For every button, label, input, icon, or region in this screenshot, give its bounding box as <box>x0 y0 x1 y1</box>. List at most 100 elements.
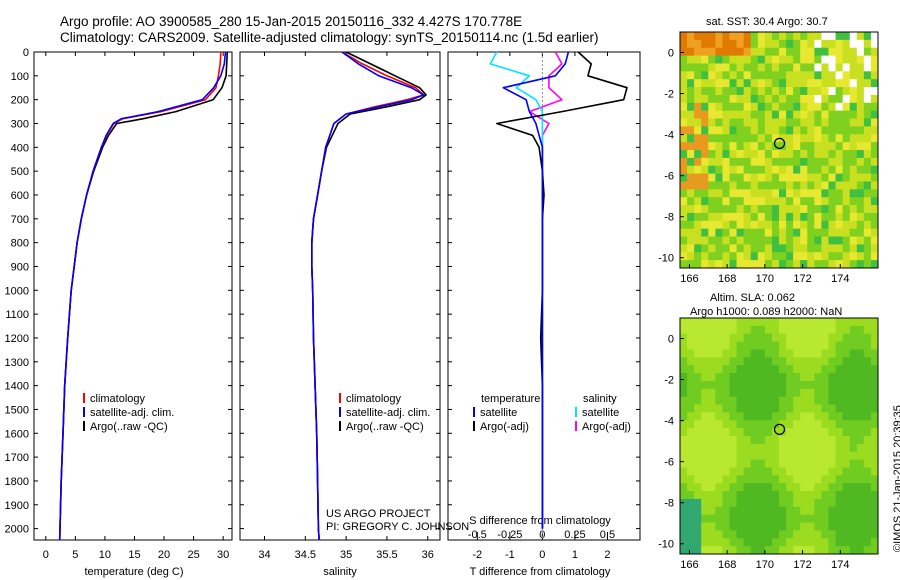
map-cell <box>856 514 865 523</box>
map-cell <box>687 189 695 198</box>
map-cell <box>870 220 879 230</box>
map-cell <box>800 325 808 335</box>
map-cell <box>757 79 766 88</box>
map-cell <box>814 514 822 523</box>
map-cell <box>708 87 716 96</box>
map-cell <box>680 546 688 555</box>
map-cell <box>764 506 773 516</box>
map-cell <box>708 451 716 460</box>
map-cell <box>779 260 787 269</box>
map-cell <box>694 32 702 41</box>
map-cell <box>701 546 709 555</box>
map-cell <box>750 150 759 159</box>
map-cell <box>750 506 759 516</box>
map-cell <box>736 373 745 382</box>
map-cell <box>715 538 723 547</box>
map-cell <box>701 365 709 374</box>
map-cell <box>764 373 773 382</box>
map-cell <box>764 380 773 390</box>
map-cell <box>708 173 716 182</box>
map-cell <box>771 228 780 237</box>
map-cell <box>701 506 709 516</box>
map-cell <box>750 530 759 539</box>
map-cell <box>814 181 822 190</box>
map-cell <box>779 71 787 80</box>
map-cell <box>694 443 702 453</box>
map-cell <box>779 220 787 230</box>
depth-tick-label: 1900 <box>5 500 29 512</box>
map-cell <box>870 514 879 523</box>
map-cell <box>743 110 752 119</box>
map-cell <box>870 388 879 398</box>
map-cell <box>800 205 808 214</box>
map-cell <box>771 459 780 468</box>
map-cell <box>793 373 801 382</box>
map-cell <box>771 79 780 88</box>
map-cell <box>701 212 709 222</box>
map-cell <box>701 491 709 500</box>
map-cell <box>849 451 858 460</box>
map-cell <box>729 349 737 358</box>
map-cell <box>856 428 865 437</box>
map-cell <box>722 118 730 127</box>
map-cell <box>764 220 773 230</box>
temperature-tick-label: 15 <box>128 549 140 561</box>
map-cell <box>870 428 879 437</box>
map-cell <box>722 522 730 531</box>
map-cell <box>750 228 759 237</box>
map-cell <box>863 349 872 358</box>
map-cell <box>870 349 879 358</box>
map-cell <box>870 63 879 72</box>
map-cell <box>729 341 737 350</box>
s-diff-tick-label: -0.25 <box>497 529 522 541</box>
map-cell <box>835 157 844 167</box>
map-cell <box>856 420 865 429</box>
map-cell <box>835 39 844 49</box>
map-cell <box>743 428 752 437</box>
map-cell <box>701 420 709 429</box>
map-cell <box>821 388 829 398</box>
map-cell <box>800 71 808 80</box>
map-cell <box>680 71 688 80</box>
map-cell <box>701 228 709 237</box>
map-cell <box>821 55 829 64</box>
map-cell <box>736 318 745 327</box>
map-cell <box>835 420 844 429</box>
map-cell <box>856 126 865 135</box>
map-cell <box>856 365 865 374</box>
sla-map-title-2: Argo h1000: 0.089 h2000: NaN <box>690 306 843 318</box>
map-cell <box>807 244 815 253</box>
map-cell <box>771 365 780 374</box>
map-cell <box>786 126 794 135</box>
map-cell <box>793 47 801 56</box>
map-cell <box>870 522 879 531</box>
map-cell <box>743 546 752 555</box>
map-cell <box>743 506 752 516</box>
map-cell <box>708 349 716 358</box>
map-cell <box>729 373 737 382</box>
map-cell <box>828 451 836 460</box>
map-cell <box>764 428 773 437</box>
map-cell <box>835 220 844 230</box>
map-cell <box>750 87 759 96</box>
map-cell <box>764 459 773 468</box>
map-cell <box>701 157 709 167</box>
map-cell <box>771 388 780 398</box>
map-cell <box>708 134 716 143</box>
map-cell <box>870 467 879 476</box>
map-cell <box>807 71 815 80</box>
map-cell <box>729 498 737 508</box>
map-cell <box>729 514 737 523</box>
map-cell <box>771 244 780 253</box>
map-cell <box>863 228 872 237</box>
map-cell <box>793 220 801 230</box>
map-cell <box>821 420 829 429</box>
map-cell <box>715 396 723 405</box>
lat-tick-label: 0 <box>668 48 674 60</box>
map-cell <box>807 236 815 245</box>
map-cell <box>680 420 688 429</box>
map-cell <box>786 514 794 523</box>
map-cell <box>764 522 773 531</box>
map-cell <box>701 150 709 159</box>
map-cell <box>701 318 709 327</box>
